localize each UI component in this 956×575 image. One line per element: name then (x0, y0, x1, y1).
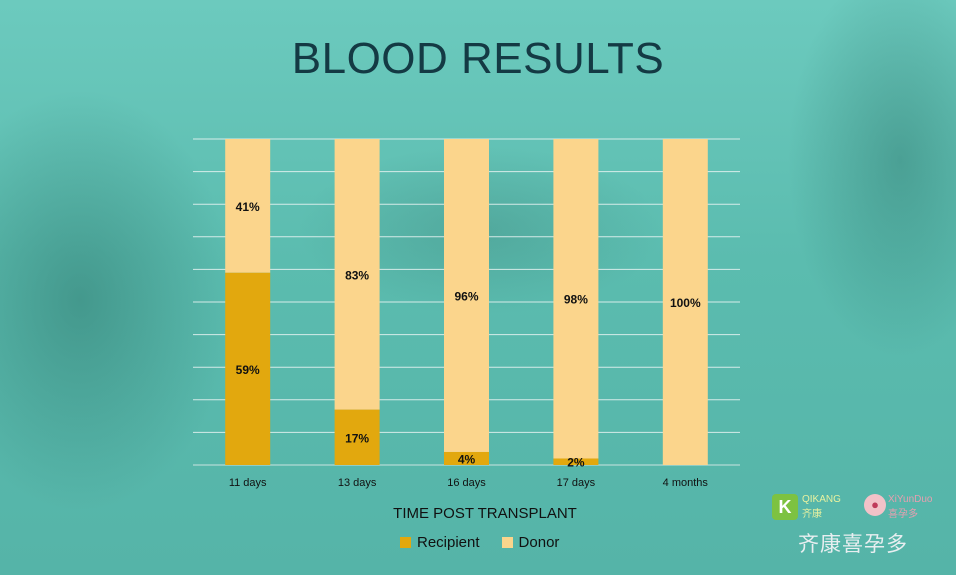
data-label-donor-2: 83% (345, 268, 369, 282)
bar-recipient-3 (444, 451, 489, 465)
data-label-donor-5: 100% (670, 296, 701, 310)
legend: Recipient Donor (400, 534, 559, 551)
watermark-brand-1: QIKANG 齐康 (802, 494, 841, 520)
legend-item-recipient: Recipient (400, 534, 480, 551)
xiyunduo-logo-icon: ● (864, 494, 886, 516)
bar-donor-1 (225, 139, 271, 273)
x-tick-label: 13 days (338, 477, 377, 489)
data-label-recipient-2: 17% (345, 431, 369, 445)
bars (225, 139, 708, 465)
data-label-recipient-1: 59% (236, 363, 260, 377)
bar-recipient-1 (225, 272, 271, 465)
watermark-brand-1-en: QIKANG (802, 494, 841, 505)
data-label-recipient-3: 4% (458, 452, 476, 466)
watermark-brand-2-en: XiYunDuo (888, 494, 933, 505)
x-axis-title: TIME POST TRANSPLANT (393, 505, 577, 522)
bar-donor-2 (334, 139, 380, 410)
watermark-brand-full: 齐康喜孕多 (798, 533, 908, 556)
legend-swatch-recipient (400, 537, 411, 548)
legend-item-donor: Donor (501, 534, 560, 551)
data-label-recipient-4: 2% (567, 456, 585, 470)
x-tick-label: 16 days (447, 477, 486, 489)
bar-recipient-2 (334, 409, 380, 465)
legend-label-donor: Donor (518, 534, 560, 551)
bar-recipient-4 (553, 458, 599, 465)
data-labels: 59% 41% 17% 83% 4% 96% 2% 98% 100% (236, 200, 701, 470)
data-label-donor-3: 96% (454, 289, 478, 303)
legend-swatch-donor (501, 537, 513, 548)
watermark-brand-2-cn: 喜孕多 (888, 509, 918, 520)
bar-donor-3 (444, 139, 489, 452)
watermark: K QIKANG 齐康 ● XiYunDuo 喜孕多 齐康喜孕多 (772, 490, 942, 560)
bar-donor-4 (553, 139, 599, 459)
watermark-brand-2: XiYunDuo 喜孕多 (888, 494, 932, 520)
x-tick-label: 4 months (663, 477, 709, 489)
legend-label-recipient: Recipient (417, 534, 480, 551)
x-tick-label: 17 days (557, 477, 596, 489)
data-label-donor-4: 98% (564, 293, 588, 307)
qikang-logo-icon: K (772, 494, 798, 520)
x-tick-label: 11 days (229, 477, 267, 489)
bar-donor-5 (662, 139, 708, 465)
chart-title: BLOOD RESULTS (291, 34, 665, 83)
watermark-brand-1-cn: 齐康 (802, 509, 822, 520)
data-label-donor-1: 41% (236, 200, 260, 214)
x-tick-labels: 11 days 13 days 16 days 17 days 4 months (229, 477, 709, 489)
